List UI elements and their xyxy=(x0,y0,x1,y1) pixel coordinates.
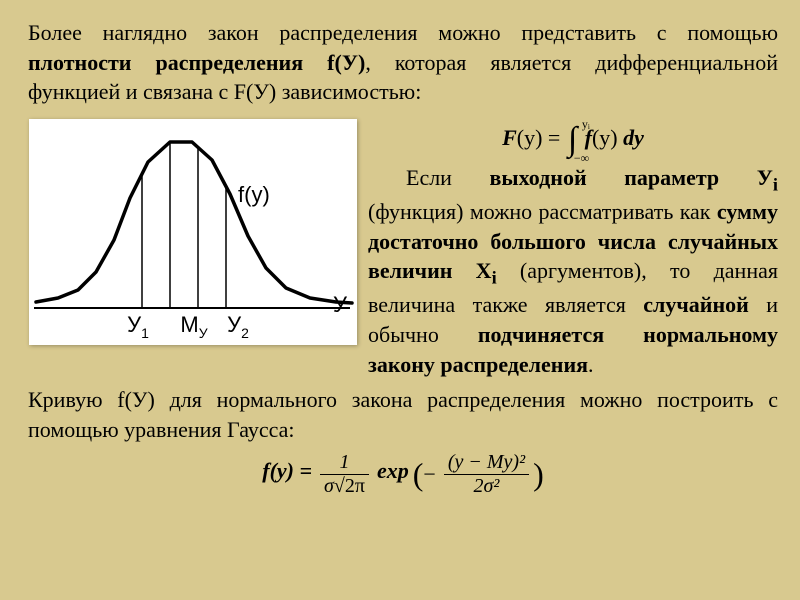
gauss-exp: exp xyxy=(377,458,409,483)
gauss-frac2: (y − My)² 2σ² xyxy=(444,451,529,498)
mid-b3: случайной xyxy=(643,292,766,317)
mid-paragraph: Если выходной параметр Уi (функция) можн… xyxy=(368,163,778,380)
int-upper: уᵢ xyxy=(582,120,590,128)
intro-text-1: Более наглядно закон распределения можно… xyxy=(28,20,778,45)
svg-text:У: У xyxy=(333,292,348,317)
intro-paragraph: Более наглядно закон распределения можно… xyxy=(28,18,778,107)
gauss-paren-r: ) xyxy=(533,456,544,492)
gauss-den1: σ√2π xyxy=(320,474,369,498)
mid-t2: (функция) можно рассматривать как xyxy=(368,199,717,224)
gauss-frac1: 1 σ√2π xyxy=(320,451,369,498)
int-lower: −∞ xyxy=(574,154,589,162)
right-column: F(у) = ∫ уᵢ −∞ f(у) dу Если выходной пар… xyxy=(368,119,778,379)
integrand-arg: (у) xyxy=(592,125,623,150)
slide-page: Более наглядно закон распределения можно… xyxy=(0,0,800,600)
formula-integral: F(у) = ∫ уᵢ −∞ f(у) dу xyxy=(368,123,778,153)
intro-bold-1: плотности распределения f(У) xyxy=(28,50,365,75)
formula-F: F xyxy=(502,125,517,150)
gauss-minus: − xyxy=(423,461,435,486)
mid-b1: выходной параметр Уi xyxy=(490,165,778,190)
middle-row: f(у)У1МУУ2У F(у) = ∫ уᵢ −∞ f(у) dу Если … xyxy=(28,119,778,379)
bell-curve-chart: f(у)У1МУУ2У xyxy=(30,120,356,344)
mid-t5: . xyxy=(588,352,594,377)
gauss-num2: (y − My)² xyxy=(444,451,529,474)
gauss-paren-l: ( xyxy=(413,456,424,492)
svg-text:f(у): f(у) xyxy=(238,182,270,207)
chart-column: f(у)У1МУУ2У xyxy=(28,119,358,345)
formula-Farg: (у) = xyxy=(517,125,566,150)
integral-symbol: ∫ уᵢ −∞ xyxy=(568,128,577,152)
formula-gauss: f(y) = 1 σ√2π exp (− (y − My)² 2σ² ) xyxy=(28,451,778,498)
chart-container: f(у)У1МУУ2У xyxy=(29,119,357,345)
gauss-den2: 2σ² xyxy=(444,474,529,498)
gauss-num1: 1 xyxy=(320,451,369,474)
integrand-dy: dу xyxy=(623,125,644,150)
gauss-lhs: f(y) = xyxy=(262,458,312,483)
mid-t1: Если xyxy=(406,165,490,190)
outro-paragraph: Кривую f(У) для нормального закона распр… xyxy=(28,385,778,444)
